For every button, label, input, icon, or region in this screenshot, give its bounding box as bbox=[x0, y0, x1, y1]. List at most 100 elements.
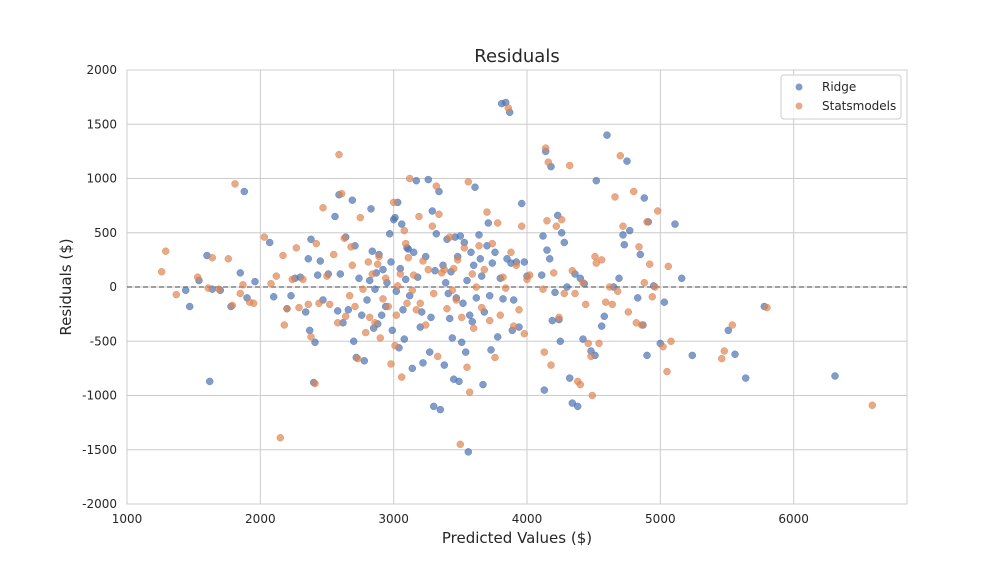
scatter-point bbox=[448, 334, 457, 342]
scatter-point bbox=[512, 261, 521, 270]
scatter-point bbox=[608, 300, 617, 309]
scatter-point bbox=[323, 272, 331, 280]
x-tick-label: 1000 bbox=[112, 512, 143, 526]
scatter-point bbox=[283, 304, 291, 313]
scatter-point bbox=[279, 251, 287, 260]
scatter-point bbox=[251, 277, 259, 286]
scatter-point bbox=[433, 352, 442, 361]
y-tick-label: -500 bbox=[90, 334, 117, 348]
scatter-point bbox=[376, 334, 385, 342]
scatter-point bbox=[381, 274, 390, 283]
scatter-point bbox=[467, 248, 475, 257]
scatter-point bbox=[333, 319, 342, 327]
scatter-point bbox=[371, 285, 379, 293]
scatter-point bbox=[172, 290, 181, 299]
scatter-point bbox=[605, 283, 614, 291]
scatter-point bbox=[208, 253, 217, 262]
scatter-point bbox=[660, 298, 669, 306]
y-axis-ticks: -2000 -1500 -1000 -500 0 500 1000 1500 2000 bbox=[82, 63, 117, 511]
scatter-point bbox=[356, 213, 365, 222]
scatter-point bbox=[361, 328, 370, 337]
scatter-point bbox=[431, 266, 439, 275]
scatter-point bbox=[416, 299, 425, 308]
scatter-point bbox=[348, 261, 357, 270]
scatter-point bbox=[428, 207, 437, 215]
scatter-point bbox=[287, 291, 295, 300]
scatter-point bbox=[831, 372, 839, 380]
scatter-point bbox=[424, 175, 433, 184]
scatter-point bbox=[440, 265, 449, 274]
scatter-point bbox=[488, 259, 497, 267]
scatter-point bbox=[464, 448, 473, 456]
scatter-point bbox=[540, 386, 549, 394]
scatter-point bbox=[509, 296, 518, 304]
scatter-point bbox=[359, 285, 367, 293]
y-tick-label: -1500 bbox=[82, 443, 117, 457]
scatter-point bbox=[452, 296, 461, 304]
scatter-point bbox=[475, 231, 483, 239]
scatter-point bbox=[465, 311, 474, 319]
scatter-point bbox=[556, 337, 565, 346]
scatter-point bbox=[299, 275, 307, 284]
scatter-point bbox=[485, 291, 494, 300]
scatter-point bbox=[364, 258, 373, 266]
legend-marker-ridge bbox=[795, 83, 803, 91]
chart-title: Residuals bbox=[474, 46, 559, 67]
scatter-point bbox=[488, 239, 497, 248]
scatter-point bbox=[504, 104, 513, 112]
scatter-point bbox=[311, 379, 319, 388]
y-tick-label: -2000 bbox=[82, 497, 117, 511]
scatter-point bbox=[365, 313, 374, 322]
scatter-point bbox=[301, 308, 310, 316]
scatter-point bbox=[611, 193, 619, 201]
scatter-point bbox=[428, 222, 437, 230]
scatter-point bbox=[573, 402, 582, 411]
scatter-point bbox=[588, 391, 597, 400]
scatter-point bbox=[272, 272, 281, 280]
scatter-point bbox=[379, 265, 387, 274]
scatter-point bbox=[476, 255, 485, 263]
scatter-point bbox=[597, 322, 606, 330]
scatter-point bbox=[373, 260, 382, 268]
scatter-point bbox=[728, 321, 737, 329]
scatter-point bbox=[472, 294, 481, 302]
scatter-point bbox=[469, 261, 478, 270]
x-tick-label: 2000 bbox=[245, 512, 276, 526]
scatter-point bbox=[185, 302, 194, 311]
scatter-point bbox=[228, 301, 237, 310]
scatter-point bbox=[537, 271, 546, 279]
y-tick-label: 0 bbox=[109, 280, 117, 294]
scatter-point bbox=[592, 176, 601, 185]
scatter-point bbox=[868, 401, 877, 410]
scatter-point bbox=[491, 248, 499, 257]
scatter-point bbox=[181, 286, 190, 295]
scatter-point bbox=[456, 232, 465, 240]
scatter-point bbox=[412, 306, 421, 314]
scatter-point bbox=[456, 440, 465, 449]
scatter-point bbox=[640, 194, 649, 202]
scatter-point bbox=[391, 341, 399, 350]
scatter-point bbox=[441, 278, 450, 287]
y-tick-label: 1000 bbox=[86, 172, 117, 186]
scatter-point bbox=[600, 312, 609, 321]
scatter-point bbox=[543, 217, 551, 225]
scatter-point bbox=[603, 131, 611, 139]
scatter-point bbox=[344, 306, 353, 314]
scatter-point bbox=[385, 230, 394, 238]
scatter-point bbox=[544, 158, 553, 166]
x-tick-label: 3000 bbox=[378, 512, 409, 526]
scatter-point bbox=[643, 218, 651, 226]
scatter-point bbox=[345, 291, 354, 300]
scatter-point bbox=[619, 231, 627, 239]
scatter-point bbox=[565, 161, 574, 170]
x-tick-label: 6000 bbox=[778, 512, 809, 526]
scatter-point bbox=[425, 348, 434, 356]
scatter-point bbox=[333, 307, 342, 315]
scatter-point bbox=[465, 388, 474, 396]
scatter-point bbox=[424, 265, 433, 274]
scatter-point bbox=[667, 337, 675, 346]
scatter-point bbox=[409, 248, 418, 257]
scatter-point bbox=[265, 238, 274, 247]
scatter-point bbox=[249, 299, 258, 308]
